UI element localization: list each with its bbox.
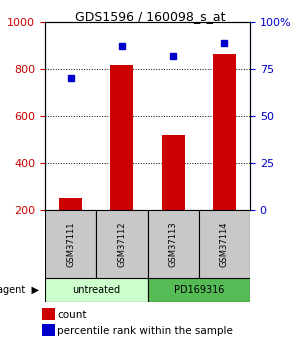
Text: PD169316: PD169316: [174, 285, 224, 295]
Bar: [59, 198, 82, 210]
Bar: [213, 54, 236, 210]
Text: GSM37114: GSM37114: [220, 221, 229, 267]
Bar: [148, 278, 250, 302]
Bar: [45, 210, 96, 278]
Text: untreated: untreated: [72, 285, 120, 295]
Bar: [199, 210, 250, 278]
Text: GSM37111: GSM37111: [66, 221, 75, 267]
Bar: [42, 324, 55, 336]
Bar: [162, 135, 185, 210]
Bar: [96, 210, 148, 278]
Text: GDS1596 / 160098_s_at: GDS1596 / 160098_s_at: [75, 10, 225, 23]
Text: count: count: [57, 310, 86, 319]
Text: agent  ▶: agent ▶: [0, 285, 39, 295]
Bar: [42, 308, 55, 321]
Text: percentile rank within the sample: percentile rank within the sample: [57, 326, 233, 336]
Bar: [148, 210, 199, 278]
Text: GSM37112: GSM37112: [117, 221, 126, 267]
Bar: [45, 278, 148, 302]
Bar: [110, 66, 134, 210]
Text: GSM37113: GSM37113: [169, 221, 178, 267]
